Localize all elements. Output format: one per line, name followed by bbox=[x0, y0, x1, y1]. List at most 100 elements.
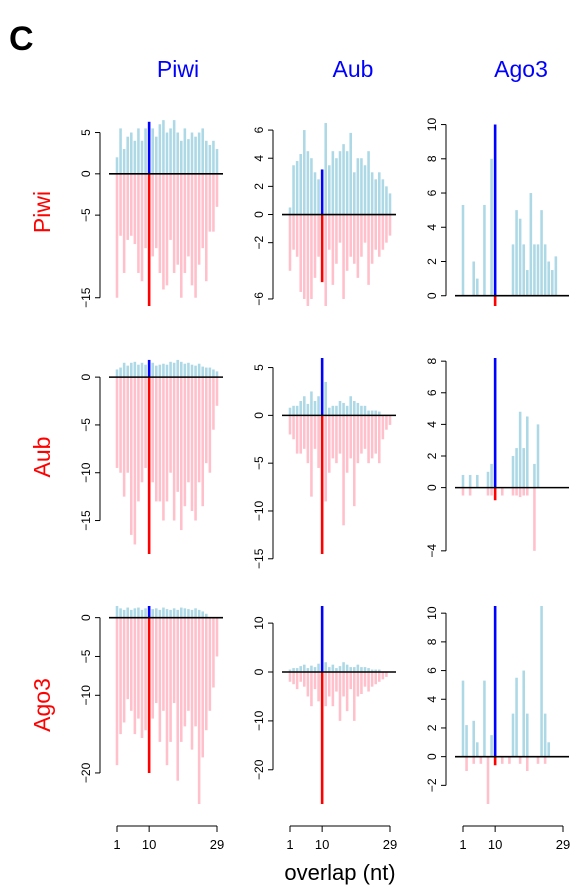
panel-ago3-vs-ago3: 10 8 6 4 2 0 −2 bbox=[425, 606, 569, 804]
bar-positive bbox=[205, 367, 208, 378]
bar-positive bbox=[526, 416, 529, 488]
bar-negative bbox=[342, 672, 345, 697]
bar-negative bbox=[212, 617, 215, 688]
bar-negative bbox=[215, 617, 219, 657]
bar-positive bbox=[169, 361, 172, 378]
bar-positive bbox=[385, 186, 388, 215]
bar-negative bbox=[169, 173, 172, 240]
bar-positive bbox=[295, 161, 299, 215]
bar-negative bbox=[303, 214, 306, 299]
bar-negative bbox=[122, 173, 126, 273]
bar-positive bbox=[526, 270, 529, 296]
bar-negative bbox=[205, 173, 208, 282]
bar-negative bbox=[342, 415, 345, 526]
bar-negative bbox=[151, 377, 154, 483]
bar-positive bbox=[356, 158, 360, 215]
bar-negative bbox=[353, 415, 356, 507]
bar-negative bbox=[130, 617, 133, 711]
bar-negative bbox=[345, 672, 349, 712]
bar-positive bbox=[465, 725, 468, 757]
bar-positive bbox=[551, 270, 554, 296]
y-tick-label: −5 bbox=[79, 208, 93, 222]
bar-negative bbox=[508, 756, 511, 764]
y-tick-label: 8 bbox=[425, 155, 439, 162]
bar-positive bbox=[115, 606, 119, 618]
bar-positive bbox=[158, 364, 162, 378]
bar-positive bbox=[288, 207, 292, 215]
bar-positive bbox=[533, 244, 536, 296]
bar-positive bbox=[144, 608, 147, 618]
bar-negative bbox=[208, 173, 212, 232]
bar-positive bbox=[533, 463, 536, 488]
panel-ago3-vs-aub: 10 0 −10 −20 bbox=[252, 606, 396, 804]
bar-positive bbox=[169, 609, 172, 618]
bar-negative bbox=[158, 377, 162, 502]
bar-negative bbox=[140, 173, 144, 282]
bar-negative bbox=[299, 415, 302, 454]
bar-positive bbox=[536, 244, 540, 296]
bar-negative bbox=[374, 415, 377, 454]
bar-positive bbox=[486, 471, 490, 488]
bar-positive bbox=[292, 165, 295, 215]
bar-negative bbox=[306, 415, 310, 464]
y-tick-label: 10 bbox=[425, 606, 439, 620]
bar-negative bbox=[130, 377, 133, 535]
y-tick-label: −2 bbox=[252, 236, 266, 250]
bar-negative bbox=[144, 377, 147, 468]
bar-negative bbox=[370, 214, 374, 264]
bar-negative bbox=[208, 377, 212, 473]
x-axes: 1 10 29 1 10 29 1 10 29 bbox=[113, 825, 570, 852]
bar-positive bbox=[165, 364, 169, 378]
bar-positive bbox=[299, 154, 302, 215]
panel-aub-vs-piwi: 0 −5 −10 −15 bbox=[79, 359, 223, 554]
bar-negative bbox=[158, 617, 162, 742]
bar-positive bbox=[197, 363, 201, 378]
bar-negative bbox=[353, 214, 356, 264]
row-labels: Piwi Aub Ago3 bbox=[29, 191, 55, 732]
bar-positive bbox=[490, 463, 493, 488]
bar-positive bbox=[328, 407, 331, 416]
bar-positive bbox=[324, 381, 327, 416]
bar-negative bbox=[122, 377, 126, 497]
bar-positive bbox=[180, 361, 183, 378]
bar-negative bbox=[378, 214, 381, 257]
bar-positive bbox=[349, 667, 352, 672]
bar-negative bbox=[119, 173, 122, 236]
bar-negative bbox=[324, 214, 327, 306]
bar-negative bbox=[155, 617, 158, 704]
bar-negative bbox=[201, 617, 204, 758]
bar-positive bbox=[197, 132, 201, 174]
y-tick-label: −6 bbox=[252, 292, 266, 306]
panel-aub-vs-ago3: 8 6 4 2 0 −4 bbox=[425, 358, 569, 558]
row-label-piwi: Piwi bbox=[29, 191, 55, 233]
bar-positive bbox=[490, 158, 493, 296]
bar-negative bbox=[356, 672, 360, 697]
bar-negative bbox=[137, 173, 140, 273]
bar-negative bbox=[381, 415, 385, 440]
bar-negative bbox=[292, 214, 295, 250]
bar-positive bbox=[515, 677, 518, 757]
bar-negative bbox=[194, 617, 197, 727]
bar-negative bbox=[197, 173, 201, 265]
bar-positive bbox=[306, 151, 310, 215]
bar-positive bbox=[190, 609, 194, 618]
bar-positive bbox=[472, 261, 475, 296]
bar-positive bbox=[295, 668, 299, 672]
bar-negative bbox=[331, 672, 335, 707]
bar-negative bbox=[197, 377, 201, 483]
bar-negative bbox=[328, 214, 331, 250]
bar-positive bbox=[483, 680, 486, 757]
bar-positive bbox=[313, 667, 317, 672]
bar-negative bbox=[205, 377, 208, 464]
bar-positive bbox=[151, 362, 154, 378]
bar-negative bbox=[378, 672, 381, 682]
y-tick-label: −2 bbox=[425, 778, 439, 792]
bar-positive bbox=[176, 132, 179, 174]
bar-positive bbox=[119, 128, 122, 174]
bar-negative bbox=[165, 377, 169, 502]
bar-negative bbox=[313, 672, 317, 690]
y-tick-label: 4 bbox=[425, 224, 439, 231]
bar-negative bbox=[115, 173, 119, 298]
bar-negative bbox=[133, 617, 137, 735]
